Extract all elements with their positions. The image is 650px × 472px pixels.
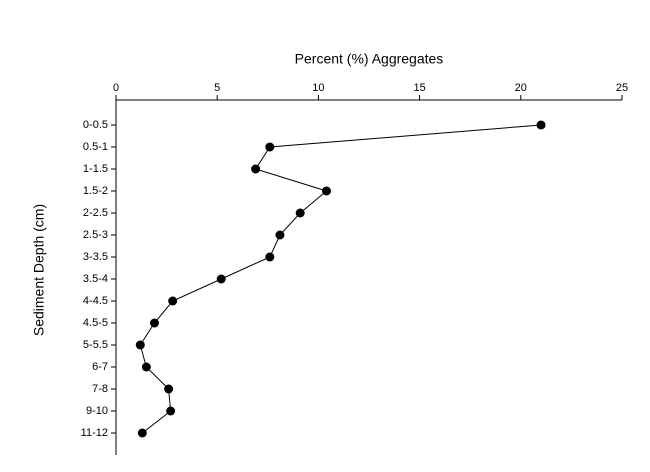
data-point — [321, 186, 331, 196]
y-tick-label: 3.5-4 — [83, 273, 108, 285]
y-tick-label: 9-10 — [86, 405, 108, 417]
data-point — [137, 428, 147, 438]
data-point — [275, 230, 285, 240]
data-point — [168, 296, 178, 306]
x-tick-label: 25 — [616, 82, 628, 94]
y-tick-label: 4.5-5 — [83, 317, 108, 329]
x-tick-label: 20 — [515, 82, 527, 94]
y-tick-label: 2.5-3 — [83, 229, 108, 241]
y-tick-label: 0.5-1 — [83, 141, 108, 153]
y-tick-label: 7-8 — [92, 383, 108, 395]
data-point — [251, 164, 261, 174]
x-tick-label: 5 — [214, 82, 220, 94]
data-point — [295, 208, 305, 218]
data-point — [216, 274, 226, 284]
y-tick-label: 5-5.5 — [83, 339, 108, 351]
x-axis-title: Percent (%) Aggregates — [295, 51, 444, 67]
x-tick-label: 15 — [413, 82, 425, 94]
y-tick-label: 1-1.5 — [83, 163, 108, 175]
data-point — [536, 120, 546, 130]
data-point — [164, 384, 174, 394]
y-tick-label: 2-2.5 — [83, 207, 108, 219]
data-line — [139, 124, 542, 434]
data-point — [166, 406, 176, 416]
x-tick-label: 0 — [113, 82, 119, 94]
data-point — [141, 362, 151, 372]
data-point — [135, 340, 145, 350]
data-point — [265, 142, 275, 152]
x-tick-label: 10 — [312, 82, 324, 94]
y-tick-label: 1.5-2 — [83, 185, 108, 197]
y-axis-title: Sediment Depth (cm) — [31, 204, 47, 336]
y-tick-label: 0-0.5 — [83, 119, 108, 131]
y-tick-label: 4-4.5 — [83, 295, 108, 307]
data-point — [265, 252, 275, 262]
y-tick-label: 3-3.5 — [83, 251, 108, 263]
data-point — [149, 318, 159, 328]
y-tick-label: 11-12 — [81, 427, 108, 439]
y-tick-label: 6-7 — [92, 361, 108, 373]
